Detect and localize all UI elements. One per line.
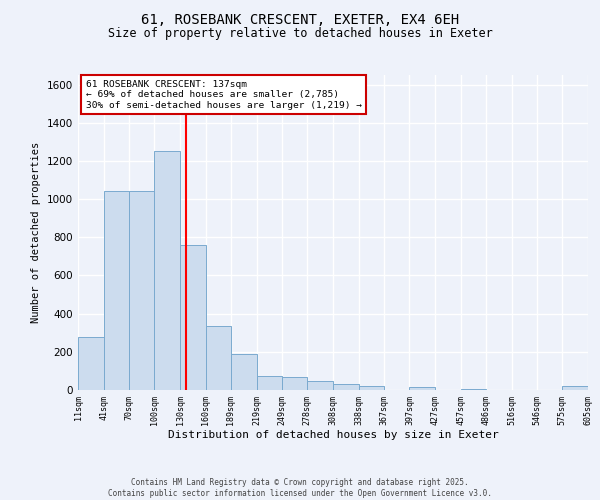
Bar [257, 376, 283, 390]
Bar [78, 336, 104, 390]
Bar [562, 386, 588, 390]
Bar [307, 382, 333, 390]
Text: Contains HM Land Registry data © Crown copyright and database right 2025.
Contai: Contains HM Land Registry data © Crown c… [108, 478, 492, 498]
Bar [461, 389, 486, 390]
Text: 61 ROSEBANK CRESCENT: 137sqm
← 69% of detached houses are smaller (2,785)
30% of: 61 ROSEBANK CRESCENT: 137sqm ← 69% of de… [86, 80, 362, 110]
Bar [154, 152, 180, 390]
Bar [333, 384, 359, 390]
Bar [104, 192, 128, 390]
Bar [206, 326, 231, 390]
Text: 61, ROSEBANK CRESCENT, EXETER, EX4 6EH: 61, ROSEBANK CRESCENT, EXETER, EX4 6EH [141, 12, 459, 26]
Bar [180, 245, 206, 390]
X-axis label: Distribution of detached houses by size in Exeter: Distribution of detached houses by size … [167, 430, 499, 440]
Bar [128, 192, 154, 390]
Bar [231, 354, 257, 390]
Bar [283, 376, 307, 390]
Bar [409, 387, 435, 390]
Bar [359, 386, 383, 390]
Text: Size of property relative to detached houses in Exeter: Size of property relative to detached ho… [107, 28, 493, 40]
Y-axis label: Number of detached properties: Number of detached properties [31, 142, 41, 323]
